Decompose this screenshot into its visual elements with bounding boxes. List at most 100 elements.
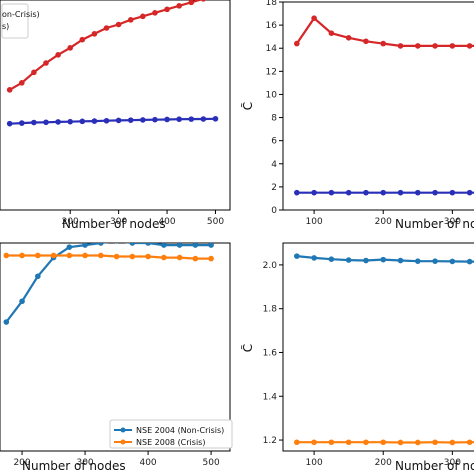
series-2-point	[208, 255, 214, 262]
series-1-point	[363, 38, 369, 45]
series-1-point	[311, 15, 317, 21]
y-tick-label: 16	[266, 21, 278, 31]
chart-panel-2: 100 200 300 0 2 4 6 8 10 12 14 16 18 Number of nod C̃	[241, 0, 474, 231]
series-1-point	[127, 17, 134, 23]
series-1-point	[82, 243, 88, 248]
y-tick-label: 14	[266, 44, 278, 54]
series-1-point	[200, 0, 206, 2]
legend: NSE 2004 (Non-Crisis) NSE 2008 (Crisis)	[109, 419, 233, 449]
series-1-point	[328, 256, 335, 263]
x-axis-label: Number of nod	[395, 459, 474, 473]
series-1-point	[55, 52, 61, 58]
x-axis-label: Number of nod	[395, 217, 474, 231]
series-2-point	[82, 252, 88, 259]
series-2-point	[397, 439, 404, 446]
x-tick-label: 100	[306, 217, 323, 227]
series-1-point	[43, 60, 49, 66]
series-1-point	[129, 243, 136, 246]
series-1-point	[363, 257, 369, 264]
series-2-point	[176, 116, 182, 123]
series-2-point	[345, 189, 352, 196]
series-1-point	[294, 253, 300, 259]
series-1-point	[145, 243, 151, 246]
series-1-point	[328, 30, 335, 36]
series-1-point	[98, 243, 104, 246]
series-1-point	[449, 258, 456, 265]
plot-frame	[282, 242, 474, 452]
x-tick-label: 500	[207, 217, 224, 227]
x-tick-label: 300	[444, 458, 461, 468]
series-2-point	[432, 189, 438, 196]
series-2-point	[129, 253, 136, 260]
series-1-point	[115, 21, 122, 28]
series-1-point	[345, 257, 352, 263]
series-2-point	[3, 252, 10, 259]
chart-panel-3: 200 300 400 500 Number of nodes NSE 2004 (Non…	[0, 242, 233, 473]
y-tick-label: 2.0	[263, 261, 278, 271]
plot-area	[294, 15, 474, 196]
series-2-point	[363, 189, 369, 196]
series-2-point	[328, 189, 335, 196]
series-2-point	[50, 252, 57, 259]
x-tick-label: 200	[375, 458, 392, 468]
series-1-point	[432, 43, 438, 49]
series-1-point	[67, 45, 74, 51]
series-2-point	[161, 254, 167, 261]
series-2-point	[200, 116, 207, 122]
series-2-point	[311, 189, 317, 196]
x-axis-label: Number of nodes	[22, 459, 126, 473]
series-2-point	[188, 116, 195, 122]
y-tick-label: 4	[271, 160, 277, 170]
series-2-point	[397, 189, 404, 196]
series-2-point	[115, 117, 122, 124]
series-2-point	[176, 254, 183, 261]
series-1-point	[176, 243, 183, 248]
series-2-point	[212, 115, 219, 122]
x-tick-label: 500	[203, 458, 220, 468]
series-2-point	[380, 189, 387, 196]
series-1-point	[66, 244, 73, 250]
y-axis-label: C̃	[241, 102, 255, 110]
y-tick-label: 1.8	[263, 305, 278, 315]
series-1-point	[3, 319, 10, 325]
x-tick-label: 100	[306, 458, 323, 468]
series-1-line	[295, 16, 474, 48]
plot-frame	[282, 1, 474, 211]
series-2-point	[35, 252, 41, 259]
y-tick-label: 10	[266, 90, 278, 100]
series-1-point	[164, 6, 170, 13]
chart-panel-1: 200 300 400 500 Number of nodes on-Crisis) s)	[0, 0, 231, 231]
series-1-point	[176, 3, 182, 9]
series-2-point	[91, 118, 98, 124]
series-1-point	[140, 13, 146, 20]
series-2-point	[43, 119, 49, 126]
legend-box	[1, 3, 29, 39]
series-2-point	[363, 439, 369, 446]
x-tick-label: 300	[444, 217, 461, 227]
series-2-point	[432, 439, 438, 446]
series-1-point	[345, 35, 352, 41]
series-1-point	[397, 43, 404, 49]
series-2-point	[140, 117, 146, 123]
series-2-point	[345, 439, 352, 446]
x-tick-label: 200	[62, 217, 79, 227]
series-1-point	[380, 256, 387, 263]
series-1-point	[114, 243, 119, 244]
series-2-point	[311, 439, 317, 446]
x-tick-label: 200	[375, 217, 392, 227]
series-2-point	[449, 439, 456, 446]
series-2-point	[164, 116, 170, 123]
y-tick-label: 2	[271, 183, 277, 193]
legend-swatch-marker	[120, 427, 126, 433]
series-2-point	[466, 439, 473, 446]
series-2-point	[19, 252, 25, 259]
series-1-point	[188, 0, 195, 6]
chart-panel-4: 100 200 300 1.2 1.4 1.6 1.8 2.0 Number of nod C̃	[241, 242, 474, 473]
legend-label: on-Crisis)	[2, 10, 40, 19]
y-tick-label: 18	[266, 0, 278, 8]
x-tick-label: 400	[158, 217, 175, 227]
series-2-point	[449, 189, 456, 196]
plot-area	[294, 253, 474, 446]
series-1-line	[296, 255, 474, 263]
